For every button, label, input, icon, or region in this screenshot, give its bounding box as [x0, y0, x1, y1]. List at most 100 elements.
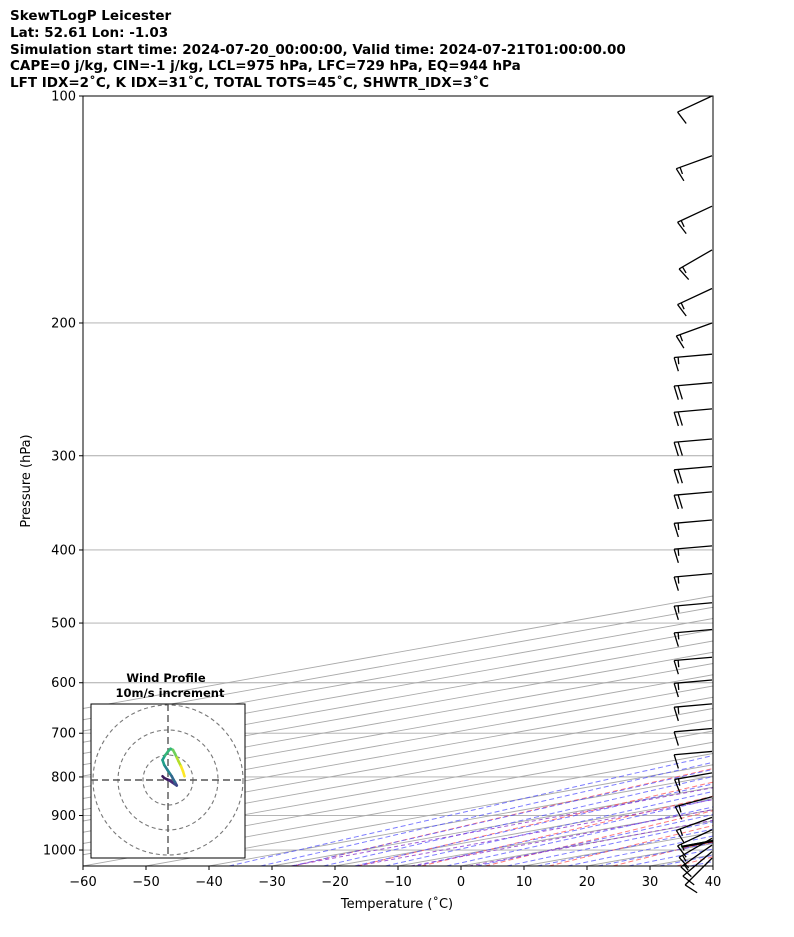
wind-barb — [677, 95, 713, 124]
indices-line-1: CAPE=0 j/kg, CIN=-1 j/kg, LCL=975 hPa, L… — [10, 58, 521, 75]
wind-barb-flag — [677, 441, 683, 456]
wind-barb-half-flag — [683, 864, 689, 871]
hodograph-subtitle: 10m/s increment — [116, 686, 225, 700]
wind-barb — [675, 155, 713, 182]
wind-barb — [673, 438, 713, 457]
indices-line-2: LFT IDX=2˚C, K IDX=31˚C, TOTAL TOTS=45˚C… — [10, 75, 490, 92]
chart-header: SkewTLogP Leicester Lat: 52.61 Lon: -1.0… — [10, 8, 626, 92]
wind-barb-staff — [674, 353, 713, 359]
wind-barb-half-flag — [681, 855, 687, 862]
wind-barb-half-flag — [677, 522, 680, 530]
y-tick-label: 1000 — [43, 844, 76, 859]
wind-barb-flag — [675, 829, 685, 843]
y-tick-label: 100 — [51, 90, 76, 105]
wind-barb — [677, 287, 713, 317]
wind-barb-flag — [677, 385, 683, 400]
mixing-ratio-lines — [290, 787, 713, 866]
wind-barb-staff — [674, 382, 713, 387]
y-tick-label: 900 — [51, 809, 76, 824]
wind-barb-flag — [675, 168, 685, 182]
wind-barb-half-flag — [677, 357, 680, 365]
x-axis-ticks: −60 −50 −40 −30 −20 −10 0 10 20 30 40 — [69, 866, 721, 890]
wind-barb-staff — [676, 816, 713, 831]
wind-barb-flag — [673, 523, 679, 538]
wind-barb-flag — [677, 304, 687, 317]
wind-barb-flag — [673, 731, 679, 746]
wind-barb-staff — [677, 95, 713, 113]
y-tick-label: 300 — [51, 449, 76, 464]
wind-barb — [673, 602, 713, 620]
x-tick-label: 20 — [579, 875, 596, 890]
wind-barb-half-flag — [677, 548, 680, 556]
x-tick-label: −10 — [384, 875, 411, 890]
x-axis-label: Temperature (˚C) — [340, 896, 453, 912]
wind-barb-flag — [673, 548, 679, 564]
y-tick-label: 200 — [51, 316, 76, 331]
wind-barb — [680, 844, 713, 878]
isotherm — [83, 663, 713, 777]
wind-barb-flag — [673, 469, 679, 484]
hodograph-plot — [91, 704, 245, 858]
wind-barb-flag — [673, 632, 679, 647]
moist-adiabat — [721, 96, 794, 866]
y-tick-label: 700 — [51, 727, 76, 742]
wind-barbs — [673, 95, 713, 894]
wind-barb — [673, 628, 713, 647]
wind-barb — [673, 727, 713, 746]
y-tick-label: 800 — [51, 770, 76, 785]
isotherm — [83, 674, 713, 788]
wind-barb-flag — [680, 866, 692, 878]
wind-barb-half-flag — [679, 828, 684, 836]
wind-barb-staff — [674, 465, 713, 471]
wind-barb-staff — [677, 205, 713, 223]
wind-barb-staff — [682, 851, 713, 877]
wind-barb — [675, 816, 713, 843]
wind-barb-staff — [674, 408, 713, 413]
mixing-ratio-line — [290, 787, 713, 866]
wind-barb-staff — [674, 679, 713, 684]
wind-barb-half-flag — [681, 266, 687, 274]
wind-barb — [674, 796, 713, 820]
wind-barb-staff — [674, 602, 713, 607]
wind-barb-staff — [674, 438, 713, 443]
wind-barb-flag — [673, 495, 679, 510]
wind-barb-half-flag — [677, 660, 680, 668]
wind-barb-staff — [674, 573, 713, 578]
wind-barb-half-flag — [677, 605, 680, 613]
y-tick-label: 600 — [51, 676, 76, 691]
wind-barb-staff — [674, 772, 713, 781]
wind-barb-staff — [674, 750, 713, 756]
wind-barb-flag — [682, 875, 695, 886]
wind-barb-flag — [677, 494, 683, 509]
wind-barb — [673, 679, 713, 698]
wind-barb — [673, 545, 713, 564]
dry-adiabat — [741, 96, 794, 866]
location-line: Lat: 52.61 Lon: -1.03 — [10, 24, 169, 41]
isotherm — [712, 865, 713, 866]
wind-barb-staff — [674, 703, 713, 708]
hodograph-segment — [181, 769, 186, 778]
wind-barb-staff — [674, 519, 713, 524]
wind-barb-staff — [674, 491, 713, 496]
wind-barb — [673, 382, 713, 400]
moist-adiabat-lines — [228, 96, 794, 866]
wind-barb-flag — [677, 111, 687, 124]
wind-barb-flag — [673, 706, 679, 722]
wind-barb — [677, 205, 713, 235]
wind-barb-flag — [673, 357, 679, 372]
wind-barb-flag — [673, 385, 679, 400]
isotherm — [83, 719, 713, 833]
wind-barb — [673, 519, 713, 538]
wind-barb-staff — [677, 287, 713, 306]
wind-barb-half-flag — [677, 682, 680, 690]
wind-barb-half-flag — [680, 220, 685, 228]
wind-barb-flag — [673, 412, 679, 427]
wind-barb-flag — [677, 411, 683, 426]
wind-barb-flag — [673, 576, 679, 591]
wind-barb-flag — [673, 683, 679, 698]
wind-barb-staff — [678, 249, 713, 270]
wind-barb-flag — [677, 469, 683, 484]
wind-barb-staff — [675, 796, 713, 808]
wind-barb — [673, 353, 713, 372]
wind-barb-flag — [684, 884, 698, 894]
